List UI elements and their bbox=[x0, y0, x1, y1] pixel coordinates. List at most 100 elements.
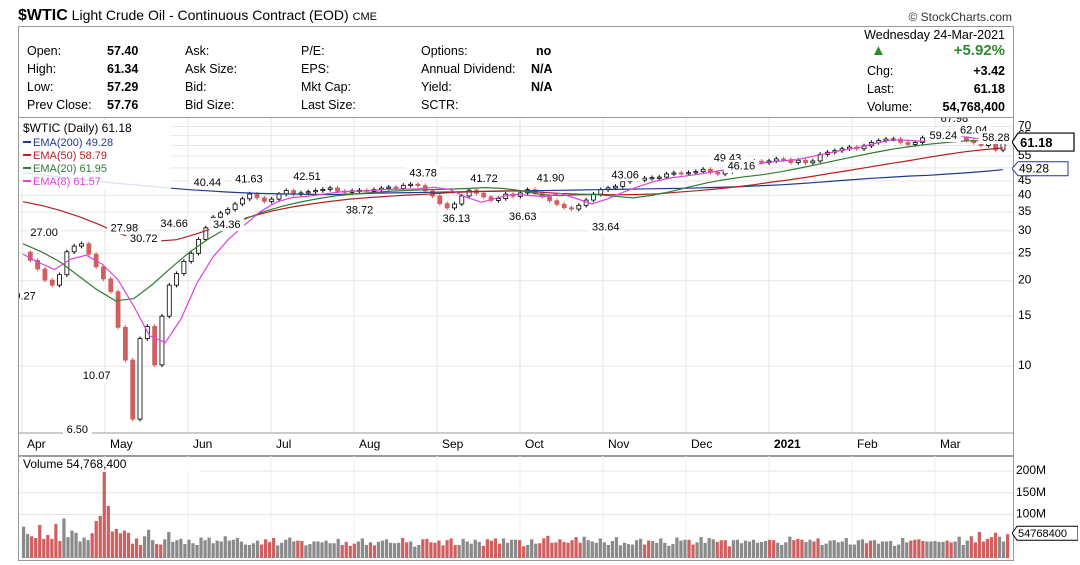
volume-bar bbox=[711, 539, 715, 558]
price-candle bbox=[79, 243, 84, 247]
volume-bar bbox=[614, 537, 619, 558]
volume-bar bbox=[90, 533, 94, 558]
volume-bar bbox=[687, 539, 691, 558]
volume-bar bbox=[86, 540, 90, 558]
volume-bar bbox=[872, 540, 877, 558]
volume-axis: 100M 150M 200M 54768400 bbox=[1012, 463, 1078, 541]
volume-bar bbox=[852, 544, 856, 558]
price-candle bbox=[152, 326, 158, 366]
volume-bar bbox=[316, 541, 320, 558]
volume-bar bbox=[469, 543, 473, 558]
price-candle bbox=[64, 251, 70, 276]
price-candle bbox=[810, 160, 816, 164]
volume-bar bbox=[142, 536, 147, 558]
volume-bar bbox=[626, 544, 631, 558]
volume-bar bbox=[969, 536, 973, 558]
annotation-bg bbox=[342, 203, 378, 217]
price-candle bbox=[759, 160, 765, 164]
volume-bar bbox=[590, 541, 594, 558]
volume-bar bbox=[151, 540, 155, 558]
price-annotation: 42.51 bbox=[293, 171, 321, 183]
volume-value: 54,768,400 bbox=[942, 100, 1005, 114]
volume-bar bbox=[312, 541, 316, 558]
volume-bar bbox=[1005, 534, 1010, 558]
pe-label: P/E: bbox=[301, 44, 325, 58]
volume-bar bbox=[267, 541, 272, 558]
volume-bar bbox=[304, 545, 308, 558]
annotation-bg bbox=[607, 168, 643, 182]
volume-bar bbox=[610, 541, 614, 558]
price-candle bbox=[459, 195, 465, 205]
price-tick-label: 45 bbox=[1018, 173, 1032, 187]
symbol[interactable]: $WTIC bbox=[18, 7, 68, 24]
volume-bar bbox=[219, 541, 223, 558]
volume-bar bbox=[860, 539, 865, 558]
volume-bar bbox=[360, 538, 364, 558]
volume-bar bbox=[812, 541, 816, 558]
volume-bar bbox=[352, 543, 356, 558]
month-tick-label: Apr bbox=[27, 437, 46, 451]
volume-bar bbox=[973, 542, 977, 558]
month-tick-label: May bbox=[110, 437, 133, 451]
volume-bar bbox=[949, 542, 953, 558]
volume-bar bbox=[251, 543, 256, 558]
price-candle bbox=[1000, 142, 1006, 151]
price-candle bbox=[42, 268, 48, 281]
price-candle bbox=[773, 158, 779, 162]
price-annotation: 6.50 bbox=[67, 424, 88, 436]
annotation-bg bbox=[126, 231, 162, 245]
volume-bar bbox=[566, 542, 570, 558]
volume-bar bbox=[602, 542, 606, 558]
price-annotation: 41.63 bbox=[235, 173, 263, 185]
volume-bar bbox=[50, 538, 54, 558]
price-candle bbox=[137, 338, 143, 420]
volume-bar bbox=[263, 539, 268, 558]
volume-bar bbox=[163, 539, 167, 558]
price-candle bbox=[905, 142, 911, 145]
volume-bar bbox=[856, 540, 860, 558]
volume-bar bbox=[905, 542, 909, 558]
volume-bar bbox=[784, 542, 788, 558]
annotation-bg bbox=[79, 369, 115, 383]
annotation-bg bbox=[231, 172, 267, 186]
volume-bar bbox=[667, 545, 671, 558]
copyright[interactable]: © StockCharts.com bbox=[908, 10, 1012, 24]
volume-bar bbox=[957, 536, 961, 558]
volume-bar bbox=[215, 540, 219, 558]
volume-bar bbox=[816, 538, 820, 558]
volume-bar bbox=[34, 538, 38, 558]
volume-bar bbox=[477, 541, 481, 558]
annotation-bg bbox=[936, 118, 972, 126]
price-candle bbox=[612, 185, 618, 189]
volume-bar bbox=[54, 524, 58, 558]
price-annotation: 36.13 bbox=[443, 213, 471, 225]
price-candle bbox=[912, 142, 918, 145]
volume-bar bbox=[284, 539, 288, 558]
volume-bar bbox=[465, 541, 469, 558]
sctr-label: SCTR: bbox=[421, 98, 459, 112]
volume-bar bbox=[659, 538, 663, 558]
volume-bar bbox=[884, 541, 889, 558]
volume-bar bbox=[199, 537, 203, 558]
price-annotation: 41.72 bbox=[470, 173, 498, 185]
price-candle bbox=[569, 207, 574, 210]
volume-bar bbox=[207, 537, 211, 558]
volume-chart[interactable]: Volume 54,768,400 bbox=[18, 455, 1014, 561]
price-candle bbox=[254, 193, 260, 199]
month-tick-label: Mar bbox=[940, 437, 961, 451]
month-tick-label: 2021 bbox=[774, 437, 801, 451]
annotation-bg bbox=[505, 210, 541, 224]
price-candle bbox=[320, 188, 326, 191]
volume-bar bbox=[707, 538, 711, 558]
volume-bar bbox=[203, 540, 207, 558]
volume-bar bbox=[913, 539, 917, 558]
volume-bar bbox=[981, 541, 986, 558]
price-tick-label: 15 bbox=[1018, 308, 1032, 322]
volume-bar bbox=[929, 541, 933, 558]
volume-bar bbox=[235, 538, 239, 558]
annotation-bg bbox=[209, 218, 245, 232]
price-chart[interactable]: AprMayJunJulAugSepOctNovDec2021FebMar25.… bbox=[18, 117, 1014, 457]
price-candle bbox=[232, 203, 238, 210]
volume-bar bbox=[530, 539, 534, 558]
volume-bar bbox=[546, 535, 550, 558]
